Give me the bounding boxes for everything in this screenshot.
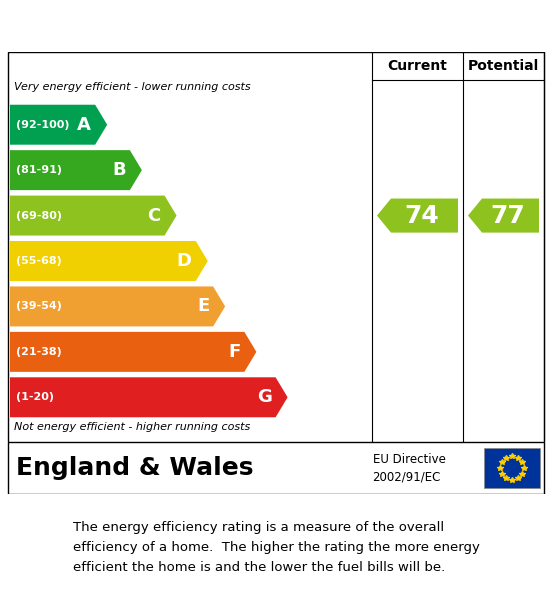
Text: (1-20): (1-20)	[16, 392, 54, 402]
Text: Not energy efficient - higher running costs: Not energy efficient - higher running co…	[14, 422, 250, 432]
Text: EU Directive
2002/91/EC: EU Directive 2002/91/EC	[373, 453, 445, 483]
Text: Current: Current	[388, 59, 448, 73]
Polygon shape	[10, 150, 142, 190]
Text: Very energy efficient - lower running costs: Very energy efficient - lower running co…	[14, 82, 251, 92]
Text: F: F	[228, 343, 240, 361]
Text: D: D	[177, 252, 192, 270]
Polygon shape	[10, 286, 225, 326]
Polygon shape	[10, 377, 288, 417]
Text: The energy efficiency rating is a measure of the overall
efficiency of a home.  : The energy efficiency rating is a measur…	[72, 521, 480, 574]
Text: England & Wales: England & Wales	[16, 456, 253, 480]
Text: Energy Efficiency Rating: Energy Efficiency Rating	[84, 12, 468, 40]
Polygon shape	[10, 332, 256, 372]
Text: (39-54): (39-54)	[16, 302, 62, 311]
Text: G: G	[257, 388, 272, 406]
Text: (92-100): (92-100)	[16, 120, 70, 130]
Text: C: C	[147, 207, 161, 224]
Text: (55-68): (55-68)	[16, 256, 62, 266]
Text: Potential: Potential	[468, 59, 539, 73]
Polygon shape	[10, 105, 107, 145]
Text: E: E	[197, 297, 209, 316]
Bar	[484, 448, 540, 488]
Polygon shape	[10, 196, 177, 235]
Text: (69-80): (69-80)	[16, 211, 62, 221]
Text: 77: 77	[490, 204, 525, 227]
Polygon shape	[10, 241, 208, 281]
Polygon shape	[377, 199, 458, 232]
Text: (21-38): (21-38)	[16, 347, 62, 357]
Polygon shape	[468, 199, 539, 232]
Text: B: B	[112, 161, 126, 179]
Text: (81-91): (81-91)	[16, 165, 62, 175]
Text: A: A	[77, 116, 91, 134]
Text: 74: 74	[404, 204, 439, 227]
